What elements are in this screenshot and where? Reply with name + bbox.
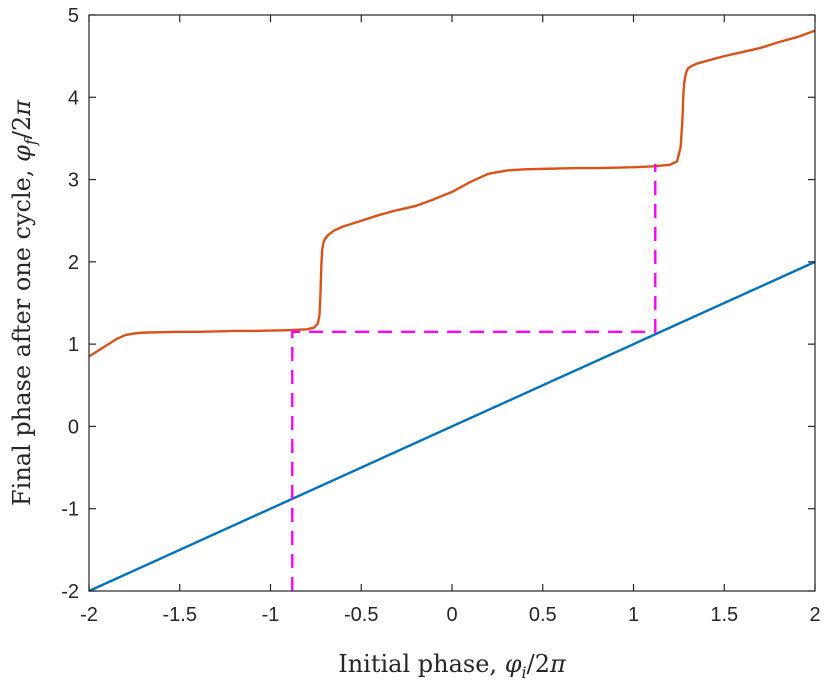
y-tick-labels: -2 -1 0 1 2 3 4 5 xyxy=(61,5,79,603)
x-tick-label: -2 xyxy=(80,604,98,626)
y-tick-label: -2 xyxy=(61,581,79,603)
x-tick-label: 1.5 xyxy=(710,604,738,626)
y-tick-label: 4 xyxy=(68,87,79,109)
tick-marks xyxy=(88,14,816,592)
x-axis-label: Initial phase, φi/2π xyxy=(338,650,567,682)
y-tick-label: 5 xyxy=(68,5,79,27)
x-tick-label: 2 xyxy=(809,604,820,626)
series-line-0 xyxy=(88,29,816,358)
series-line-2 xyxy=(291,163,657,591)
x-tick-label: 0 xyxy=(446,604,457,626)
x-tick-label: -1.5 xyxy=(163,604,197,626)
series-line-1 xyxy=(88,260,816,593)
y-axis-label: Final phase after one cycle, φf/2π xyxy=(8,99,40,506)
x-tick-label: 1 xyxy=(628,604,639,626)
x-tick-label: -1 xyxy=(262,604,280,626)
y-tick-label: 3 xyxy=(68,170,79,192)
x-tick-label: -0.5 xyxy=(344,604,378,626)
y-tick-label: 1 xyxy=(68,334,79,356)
x-tick-labels: -2 -1.5 -1 -0.5 0 0.5 1 1.5 2 xyxy=(80,604,820,626)
plot-area xyxy=(89,15,815,591)
x-tick-label: 0.5 xyxy=(529,604,557,626)
y-tick-label: 0 xyxy=(68,416,79,438)
series-layer xyxy=(88,29,816,593)
y-tick-label: 2 xyxy=(68,252,79,274)
y-tick-label: -1 xyxy=(61,499,79,521)
